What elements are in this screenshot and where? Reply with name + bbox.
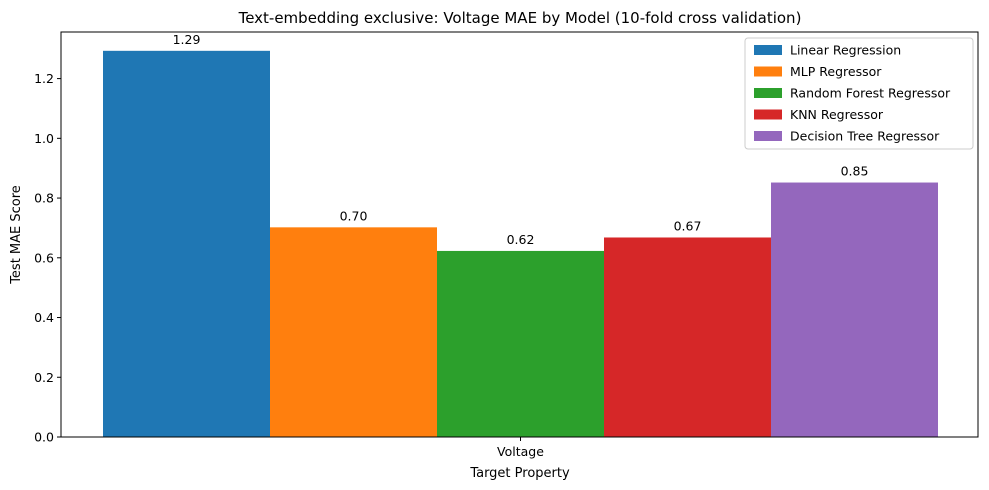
y-axis-label: Test MAE Score <box>9 185 24 285</box>
legend-swatch <box>754 109 782 120</box>
bar-knn-regressor <box>604 237 771 437</box>
legend-swatch <box>754 66 782 77</box>
y-tick-label: 1.2 <box>34 71 54 86</box>
y-tick-label: 0.8 <box>34 191 54 206</box>
data-label: 0.67 <box>674 218 702 233</box>
legend-swatch <box>754 88 782 98</box>
legend-box <box>744 37 974 150</box>
legend-entry: KNN Regressor <box>790 107 884 122</box>
legend-swatch <box>754 131 782 141</box>
bar-mlp-regressor <box>270 227 437 437</box>
y-tick-label: 0.0 <box>34 430 54 445</box>
data-label: 1.29 <box>173 32 201 47</box>
x-tick-label: Voltage <box>497 444 544 459</box>
data-labels-group: 1.29 0.70 0.62 0.67 0.85 <box>173 32 869 247</box>
legend-entry: Decision Tree Regressor <box>790 129 940 144</box>
chart-title: Text-embedding exclusive: Voltage MAE by… <box>238 9 802 27</box>
y-tick-label: 0.4 <box>34 310 54 325</box>
y-tick-label: 1.0 <box>34 131 54 146</box>
data-label: 0.85 <box>841 164 869 179</box>
legend-swatch <box>754 45 782 55</box>
y-tick-label: 0.2 <box>34 370 54 385</box>
bar-random-forest-regressor <box>437 250 604 437</box>
bar-decision-tree-regressor <box>771 182 938 437</box>
data-label: 0.62 <box>507 232 535 247</box>
bar-linear-regression <box>103 50 270 437</box>
bars-group <box>103 50 938 437</box>
y-axis: 0.0 0.2 0.4 0.6 0.8 1.0 1.2 <box>34 71 61 445</box>
legend-entry: Linear Regression <box>790 43 901 58</box>
x-axis: Voltage <box>497 437 544 459</box>
y-tick-label: 0.6 <box>34 250 54 265</box>
legend-entry: Random Forest Regressor <box>790 86 951 101</box>
data-label: 0.70 <box>340 208 368 223</box>
plot-frame <box>60 31 979 438</box>
x-axis-label: Target Property <box>469 466 570 481</box>
legend: Linear Regression MLP Regressor Random For… <box>744 37 974 150</box>
legend-entry: MLP Regressor <box>790 64 882 79</box>
